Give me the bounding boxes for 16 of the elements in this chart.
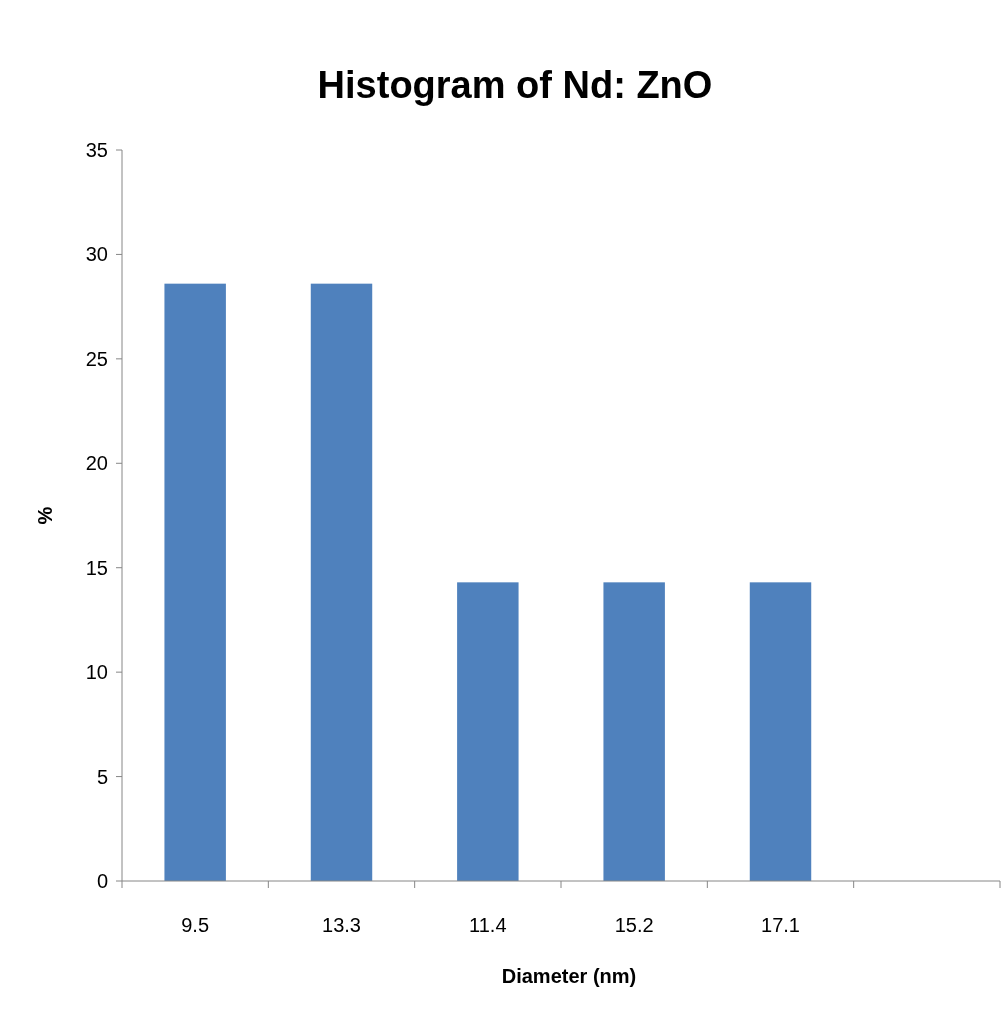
y-tick-label: 5 — [96, 765, 108, 788]
y-tick-label: 25 — [85, 347, 108, 370]
x-axis-title: Diameter (nm) — [501, 965, 637, 987]
x-tick-label: 15.2 — [614, 914, 654, 936]
y-tick-label: 30 — [85, 243, 108, 266]
x-tick-label: 17.1 — [761, 914, 800, 936]
y-tick-label: 10 — [85, 661, 108, 684]
y-tick-label: 35 — [85, 139, 108, 161]
chart-title: Histogram of Nd: ZnO — [317, 64, 713, 106]
y-axis-title: % — [34, 506, 56, 525]
y-tick-label: 0 — [96, 870, 108, 892]
y-tick-label: 20 — [85, 452, 108, 475]
x-tick-label: 9.5 — [181, 914, 210, 936]
y-tick-label: 15 — [85, 556, 108, 579]
x-tick-label: 11.4 — [469, 914, 507, 936]
x-tick-label: 13.3 — [322, 914, 361, 936]
